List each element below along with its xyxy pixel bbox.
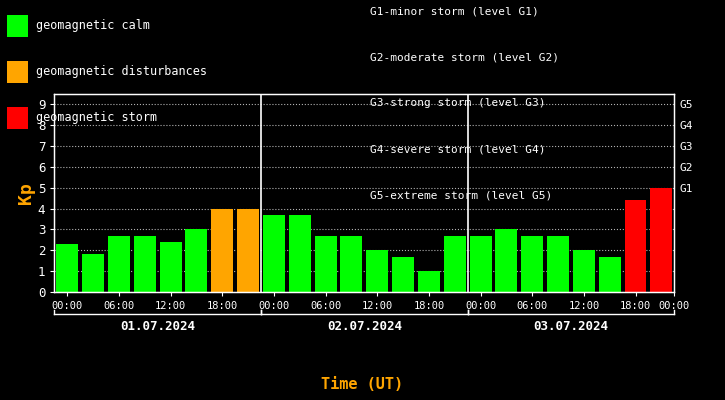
Bar <box>495 230 518 292</box>
Bar <box>82 254 104 292</box>
Text: geomagnetic calm: geomagnetic calm <box>36 20 150 32</box>
Text: geomagnetic disturbances: geomagnetic disturbances <box>36 66 207 78</box>
Bar <box>444 236 465 292</box>
Bar <box>160 242 181 292</box>
Bar <box>341 236 362 292</box>
Text: G5-extreme storm (level G5): G5-extreme storm (level G5) <box>370 190 552 200</box>
Text: G2-moderate storm (level G2): G2-moderate storm (level G2) <box>370 52 559 62</box>
Bar <box>108 236 130 292</box>
Bar <box>547 236 569 292</box>
Bar <box>211 209 233 292</box>
Bar <box>392 256 414 292</box>
Y-axis label: Kp: Kp <box>17 182 35 204</box>
Bar <box>366 250 388 292</box>
Bar <box>289 215 311 292</box>
Text: geomagnetic storm: geomagnetic storm <box>36 112 157 124</box>
Text: Time (UT): Time (UT) <box>321 377 404 392</box>
Bar <box>650 188 672 292</box>
Text: 02.07.2024: 02.07.2024 <box>327 320 402 332</box>
Text: G4-severe storm (level G4): G4-severe storm (level G4) <box>370 144 545 154</box>
Bar <box>186 230 207 292</box>
Bar <box>237 209 259 292</box>
Text: G1-minor storm (level G1): G1-minor storm (level G1) <box>370 6 539 16</box>
Bar <box>521 236 543 292</box>
Bar <box>599 256 621 292</box>
Bar <box>418 271 440 292</box>
Bar <box>624 200 647 292</box>
Text: 03.07.2024: 03.07.2024 <box>534 320 608 332</box>
Bar <box>573 250 594 292</box>
Text: G3-strong storm (level G3): G3-strong storm (level G3) <box>370 98 545 108</box>
Bar <box>134 236 156 292</box>
Bar <box>263 215 285 292</box>
Bar <box>57 244 78 292</box>
Bar <box>315 236 336 292</box>
Text: 01.07.2024: 01.07.2024 <box>120 320 195 332</box>
Bar <box>470 236 492 292</box>
